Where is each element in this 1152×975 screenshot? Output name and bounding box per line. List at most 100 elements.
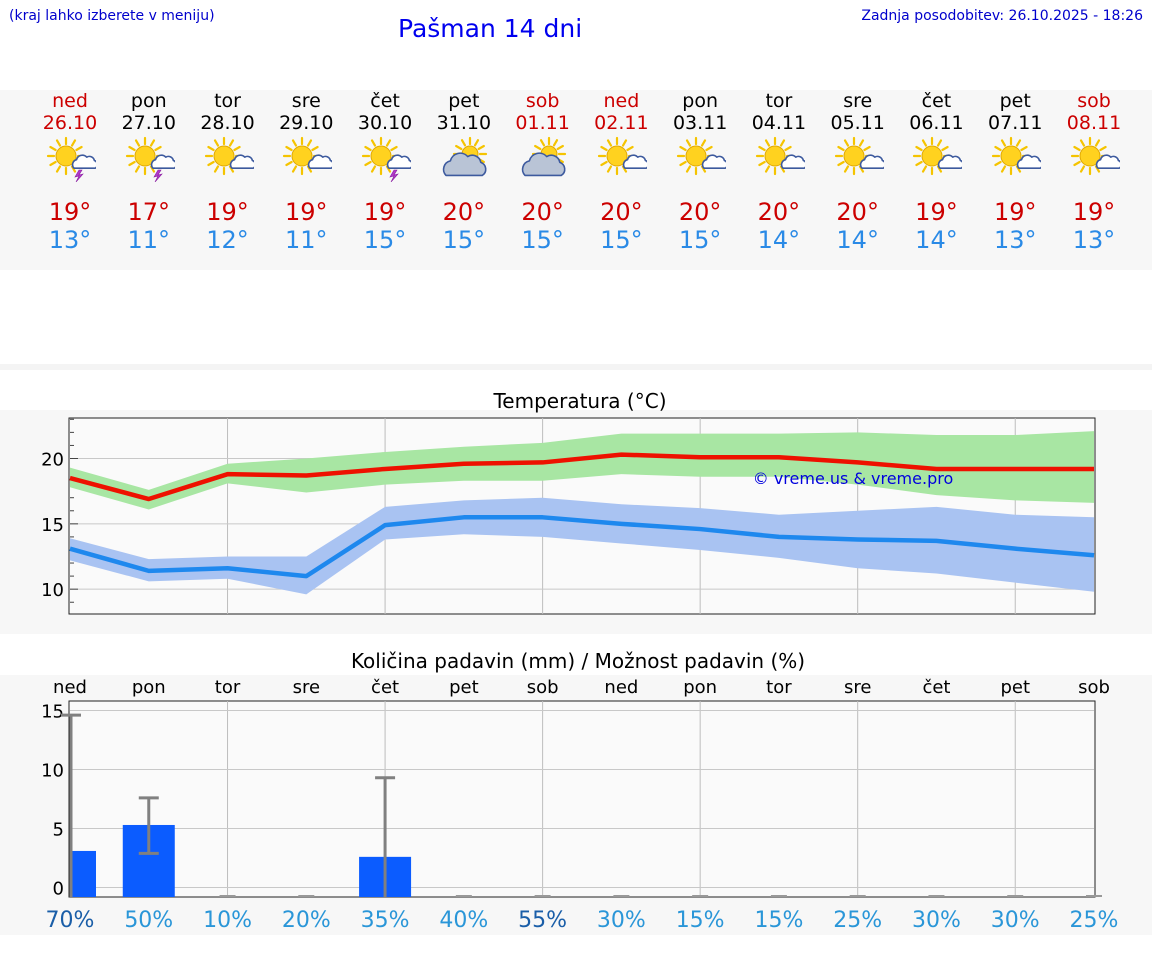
max-temperature: 20°	[521, 198, 564, 226]
max-temperature: 19°	[915, 198, 958, 226]
day-date: 30.10	[357, 112, 413, 134]
cloud-shape	[701, 154, 727, 169]
day-name: pon	[130, 90, 167, 112]
day-label: pet	[1000, 677, 1030, 698]
y-tick-label: 15	[41, 515, 64, 536]
cloud-shape	[938, 154, 963, 169]
precipitation-probability: 15%	[676, 908, 725, 933]
max-temperature: 20°	[836, 198, 879, 226]
max-temperature: 19°	[285, 198, 328, 226]
temperature-chart-panel: Temperatura (°C) 10 15 20 © vreme.us & vreme…	[0, 389, 1152, 634]
day-date: 04.11	[751, 112, 807, 134]
sun-cloud-lightning-icon	[46, 136, 96, 182]
max-temperature: 20°	[442, 198, 486, 226]
min-temperature: 15°	[600, 226, 643, 254]
sun-cloud-lightning-icon	[361, 136, 412, 182]
cloud-shape	[150, 154, 175, 169]
max-temperature: 20°	[757, 198, 801, 226]
y-tick-label: 5	[53, 820, 64, 841]
day-name: čet	[370, 90, 400, 112]
precipitation-chart: Količina padavin (mm) / Možnost padavin …	[41, 649, 1118, 933]
day-date: 31.10	[436, 112, 492, 134]
min-temperature: 15°	[678, 226, 722, 254]
day-date: 07.11	[988, 112, 1043, 134]
sun-big-cloud-icon	[521, 136, 566, 177]
day-date: 27.10	[121, 112, 176, 134]
day-label: čet	[371, 677, 399, 698]
max-temperature: 19°	[363, 198, 407, 226]
day-label: sre	[844, 677, 871, 698]
min-temperature: 12°	[206, 226, 249, 254]
max-temperature: 17°	[127, 198, 171, 226]
max-temperature: 20°	[678, 198, 722, 226]
precipitation-probability: 40%	[439, 908, 488, 933]
max-temperature: 19°	[993, 198, 1037, 226]
precipitation-probability: 50%	[124, 908, 173, 933]
day-name: pon	[682, 90, 718, 112]
precipitation-probability: 55%	[518, 908, 567, 933]
max-temperature: 20°	[600, 198, 643, 226]
precipitation-probability: 25%	[833, 908, 882, 933]
max-uncertainty-band	[70, 431, 1094, 510]
sun-small-cloud-icon	[834, 136, 884, 176]
cloud-shape	[1095, 154, 1120, 169]
plot-area	[68, 700, 1096, 898]
lightning-shape	[389, 169, 399, 182]
sun-small-cloud-icon	[677, 136, 727, 176]
sun-small-cloud-icon	[598, 136, 648, 176]
day-date: 05.11	[830, 112, 885, 134]
min-temperature: 15°	[442, 226, 486, 254]
day-date: 29.10	[279, 112, 334, 134]
sun-small-cloud-icon	[283, 136, 333, 176]
day-label: tor	[215, 677, 241, 698]
min-temperature-line	[69, 515, 1095, 579]
day-name: pet	[448, 90, 480, 112]
day-date: 01.11	[515, 112, 570, 134]
min-temperature: 14°	[757, 226, 801, 254]
cloud-shape	[442, 152, 487, 177]
min-uncertainty-band	[70, 497, 1094, 595]
day-name: sre	[291, 90, 321, 112]
cloud-shape	[71, 154, 96, 169]
sun-shape	[755, 136, 795, 176]
min-temperature: 13°	[1072, 226, 1116, 254]
cloud-shape	[780, 154, 805, 169]
sun-small-cloud-icon	[913, 136, 963, 176]
y-tick-label: 15	[41, 701, 64, 722]
chart-title: Količina padavin (mm) / Možnost padavin …	[351, 649, 805, 673]
separator	[0, 364, 1152, 370]
last-updated: Zadnja posodobitev: 26.10.2025 - 18:26	[861, 8, 1143, 24]
sun-cloud-lightning-icon	[125, 136, 175, 182]
cloud-shape	[1017, 154, 1042, 169]
day-label: čet	[922, 677, 950, 698]
day-label: pon	[132, 677, 166, 698]
min-temperature: 14°	[915, 226, 958, 254]
sun-small-cloud-icon	[755, 136, 805, 176]
day-date: 06.11	[909, 112, 964, 134]
sun-shape	[361, 136, 401, 176]
precipitation-probability: 15%	[754, 908, 803, 933]
precipitation-probability: 30%	[912, 908, 961, 933]
sun-small-cloud-icon	[1070, 136, 1120, 176]
precipitation-chart-panel: Količina padavin (mm) / Možnost padavin …	[0, 649, 1152, 935]
sun-big-cloud-icon	[442, 136, 487, 177]
cloud-shape	[521, 152, 566, 177]
cloud-shape	[859, 154, 884, 169]
day-label: pet	[449, 677, 479, 698]
day-label: ned	[604, 677, 638, 698]
precipitation-probability: 35%	[361, 908, 410, 933]
lightning-shape	[74, 169, 84, 182]
day-name: sob	[1077, 90, 1111, 112]
lightning-shape	[153, 169, 163, 182]
max-temperature: 19°	[1072, 198, 1116, 226]
sun-shape	[834, 136, 873, 176]
sun-shape	[913, 136, 952, 176]
cloud-shape	[386, 154, 412, 169]
page-title: Pašman 14 dni	[398, 14, 583, 43]
daily-forecast-strip: ned 26.10 19° 13° pon 27.10 17° 11° tor 28.10 19° 1…	[0, 90, 1152, 270]
chart-title: Temperatura (°C)	[492, 389, 666, 413]
min-temperature: 15°	[521, 226, 564, 254]
day-name: tor	[214, 90, 241, 112]
y-tick-label: 0	[53, 879, 64, 900]
day-label: sre	[293, 677, 320, 698]
